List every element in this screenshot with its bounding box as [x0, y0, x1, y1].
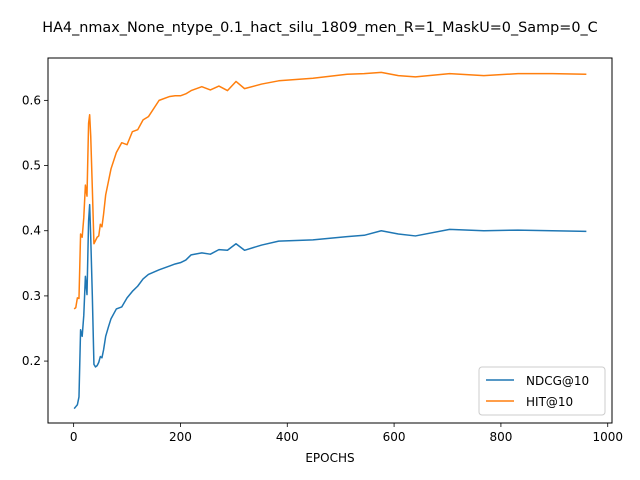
x-tick-label: 0 [70, 430, 78, 444]
series-line-hit [73, 71, 587, 310]
x-tick-label: 600 [383, 430, 406, 444]
y-tick-label: 0.2 [22, 354, 41, 368]
x-tick-label: 1000 [592, 430, 623, 444]
legend-label-hit: HIT@10 [526, 395, 573, 409]
y-tick-label: 0.5 [22, 159, 41, 173]
legend: NDCG@10 HIT@10 [478, 366, 606, 416]
legend-box [478, 366, 606, 416]
plot-frame [47, 57, 613, 424]
y-tick-label: 0.4 [22, 224, 41, 238]
plot-lines [73, 71, 587, 410]
series-line-ndcg [73, 203, 587, 410]
x-axis-ticks: 0 200 400 600 800 1000 [70, 423, 623, 444]
y-tick-label: 0.6 [22, 93, 41, 107]
y-tick-label: 0.3 [22, 289, 41, 303]
y-axis-ticks: 0.2 0.3 0.4 0.5 0.6 [22, 93, 48, 368]
x-tick-label: 200 [169, 430, 192, 444]
x-tick-label: 400 [276, 430, 299, 444]
chart-title: HA4_nmax_None_ntype_0.1_hact_silu_1809_m… [42, 20, 597, 36]
x-axis-label: EPOCHS [305, 451, 354, 465]
legend-label-ndcg: NDCG@10 [526, 374, 589, 388]
x-tick-label: 800 [489, 430, 512, 444]
